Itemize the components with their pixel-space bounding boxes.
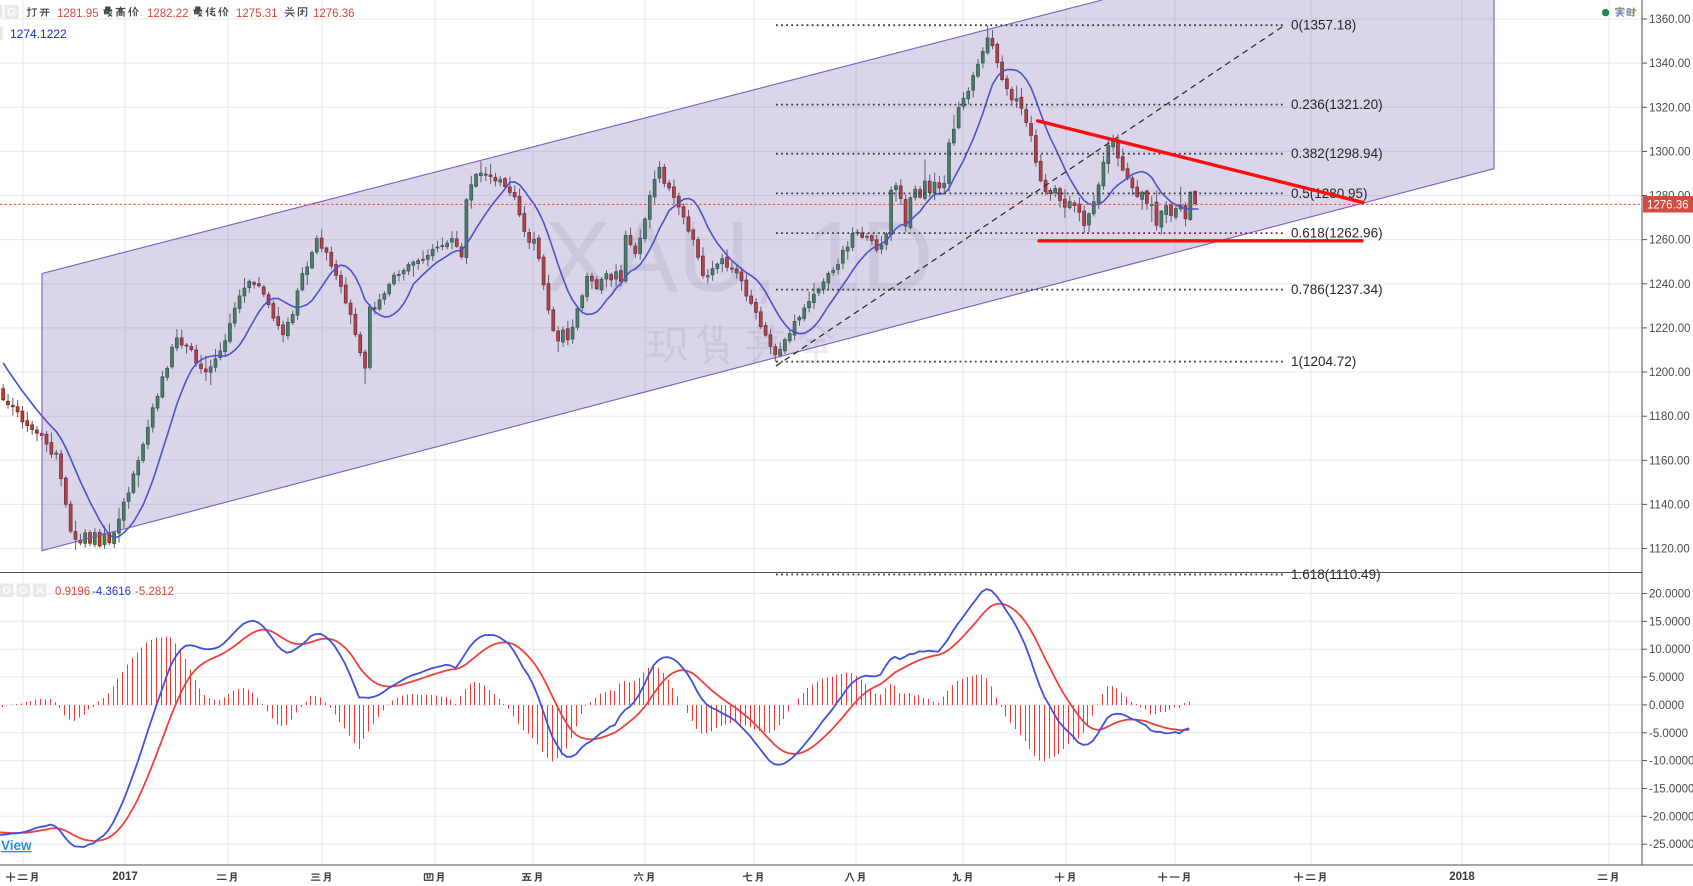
svg-text:View: View [1,838,32,853]
svg-text:1274.1222: 1274.1222 [10,27,67,41]
svg-text:0.618(1262.96): 0.618(1262.96) [1291,226,1383,241]
svg-text:10.0000: 10.0000 [1649,644,1691,656]
svg-text:0.0000: 0.0000 [1649,700,1684,712]
svg-text:-5.2812: -5.2812 [135,586,174,598]
svg-text:1140.00: 1140.00 [1649,499,1690,511]
svg-text:5.0000: 5.0000 [1649,672,1684,684]
svg-text:2018: 2018 [1449,871,1475,883]
svg-text:1276.36: 1276.36 [313,8,355,20]
svg-text:0.9196: 0.9196 [55,586,90,598]
svg-text:1320.00: 1320.00 [1649,102,1691,114]
svg-text:-20.0000: -20.0000 [1649,811,1693,823]
svg-text:1200.00: 1200.00 [1649,367,1691,379]
svg-text:1340.00: 1340.00 [1649,58,1691,70]
svg-text:-10.0000: -10.0000 [1649,756,1693,768]
svg-text:0.786(1237.34): 0.786(1237.34) [1291,282,1383,297]
svg-text:-4.3616: -4.3616 [92,586,131,598]
svg-text:1260.00: 1260.00 [1649,235,1691,247]
svg-text:0.236(1321.20): 0.236(1321.20) [1291,97,1383,112]
svg-text:2017: 2017 [112,871,138,883]
svg-text:1120.00: 1120.00 [1649,544,1690,556]
svg-text:1281.95: 1281.95 [57,8,99,20]
svg-text:-5.0000: -5.0000 [1649,728,1688,740]
svg-text:1.618(1110.49): 1.618(1110.49) [1291,567,1381,582]
svg-text:1276.36: 1276.36 [1647,200,1689,212]
svg-text:0.382(1298.94): 0.382(1298.94) [1291,146,1383,161]
svg-text:1282.22: 1282.22 [147,8,189,20]
svg-text:1180.00: 1180.00 [1649,411,1690,423]
svg-text:15.0000: 15.0000 [1649,616,1691,628]
svg-text:1275.31: 1275.31 [236,8,278,20]
svg-text:1160.00: 1160.00 [1649,455,1690,467]
svg-text:1220.00: 1220.00 [1649,323,1691,335]
svg-text:1240.00: 1240.00 [1649,279,1691,291]
svg-text:XAU, 1D: XAU, 1D [544,201,933,313]
svg-text:1(1204.72): 1(1204.72) [1291,354,1356,369]
svg-text:0(1357.18): 0(1357.18) [1291,18,1356,33]
svg-text:1360.00: 1360.00 [1649,14,1691,26]
svg-text:20.0000: 20.0000 [1649,589,1691,601]
svg-text:-25.0000: -25.0000 [1649,839,1693,851]
svg-text:-15.0000: -15.0000 [1649,784,1693,796]
svg-text:1300.00: 1300.00 [1649,146,1691,158]
